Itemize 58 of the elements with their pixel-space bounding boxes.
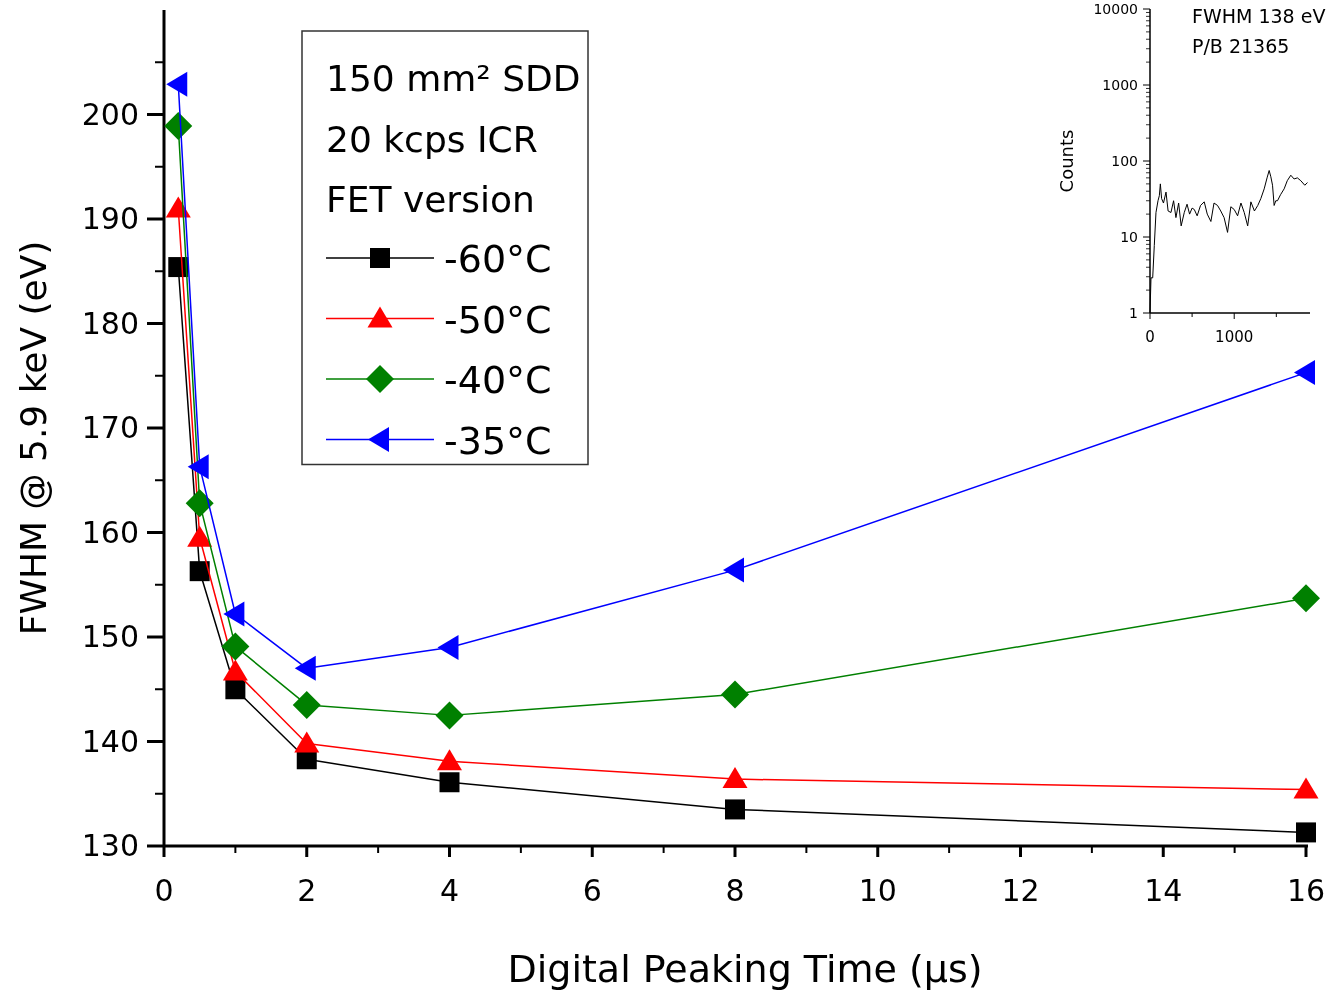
x-axis-title: Digital Peaking Time (µs) — [507, 947, 983, 991]
x-tick-label: 2 — [297, 873, 317, 908]
point — [223, 601, 245, 627]
annotation: FWHM 138 eV — [1192, 5, 1326, 27]
point — [294, 731, 320, 753]
point — [185, 489, 214, 518]
point — [294, 655, 316, 681]
legend-label: -40°C — [444, 358, 552, 402]
y-tick-label: 140 — [81, 723, 139, 759]
point — [225, 679, 246, 700]
x-tick-label: 12 — [1001, 873, 1040, 908]
point — [164, 111, 193, 140]
y-tick-label: 170 — [81, 410, 139, 445]
y-tick-label: 10000 — [1093, 1, 1138, 17]
x-tick-label: 14 — [1144, 873, 1183, 908]
point — [221, 632, 250, 661]
point — [187, 454, 209, 480]
point — [1293, 777, 1319, 799]
point — [723, 557, 744, 583]
y-tick-label: 150 — [81, 619, 139, 654]
point — [292, 690, 321, 719]
y-tick-label: 100 — [1111, 153, 1138, 169]
legend-title: 150 mm² SDD 20 kcps ICR FET version — [326, 58, 581, 220]
x-tick-label: 16 — [1286, 873, 1326, 908]
y-axis-title: Counts — [1056, 129, 1077, 193]
y-tick-label: 190 — [81, 201, 139, 236]
y-tick-label: 1000 — [1102, 77, 1138, 93]
y-axis-title: FWHM @ 5.9 keV (eV) — [13, 240, 54, 636]
x-tick-label: 4 — [439, 873, 460, 908]
point — [222, 659, 248, 681]
y-tick-label: 160 — [81, 514, 139, 550]
point — [435, 701, 464, 730]
point — [189, 561, 210, 582]
point — [439, 772, 460, 793]
y-tick-label: 1 — [1129, 305, 1138, 321]
point — [187, 525, 213, 547]
x-tick-label: 0 — [1145, 328, 1155, 346]
point — [1292, 584, 1320, 613]
legend-label: -50°C — [444, 297, 552, 342]
point — [721, 680, 749, 709]
legend-label: -60°C — [444, 237, 552, 281]
y-tick-label: 180 — [81, 305, 139, 341]
x-tick-label: 0 — [154, 873, 174, 908]
point — [725, 799, 745, 820]
y-tick-label: 130 — [81, 828, 139, 863]
point — [437, 634, 459, 660]
point — [437, 749, 462, 771]
point — [166, 71, 188, 97]
y-tick-label: 200 — [81, 96, 139, 132]
x-tick-label: 8 — [725, 873, 745, 908]
point — [722, 767, 748, 789]
annotation: P/B 21365 — [1192, 35, 1290, 57]
point — [1296, 822, 1316, 843]
y-tick-label: 10 — [1120, 229, 1138, 245]
point — [1294, 360, 1315, 386]
x-tick-label: 6 — [582, 873, 602, 908]
x-tick-label: 10 — [858, 873, 897, 908]
legend-label: -35°C — [444, 418, 552, 463]
